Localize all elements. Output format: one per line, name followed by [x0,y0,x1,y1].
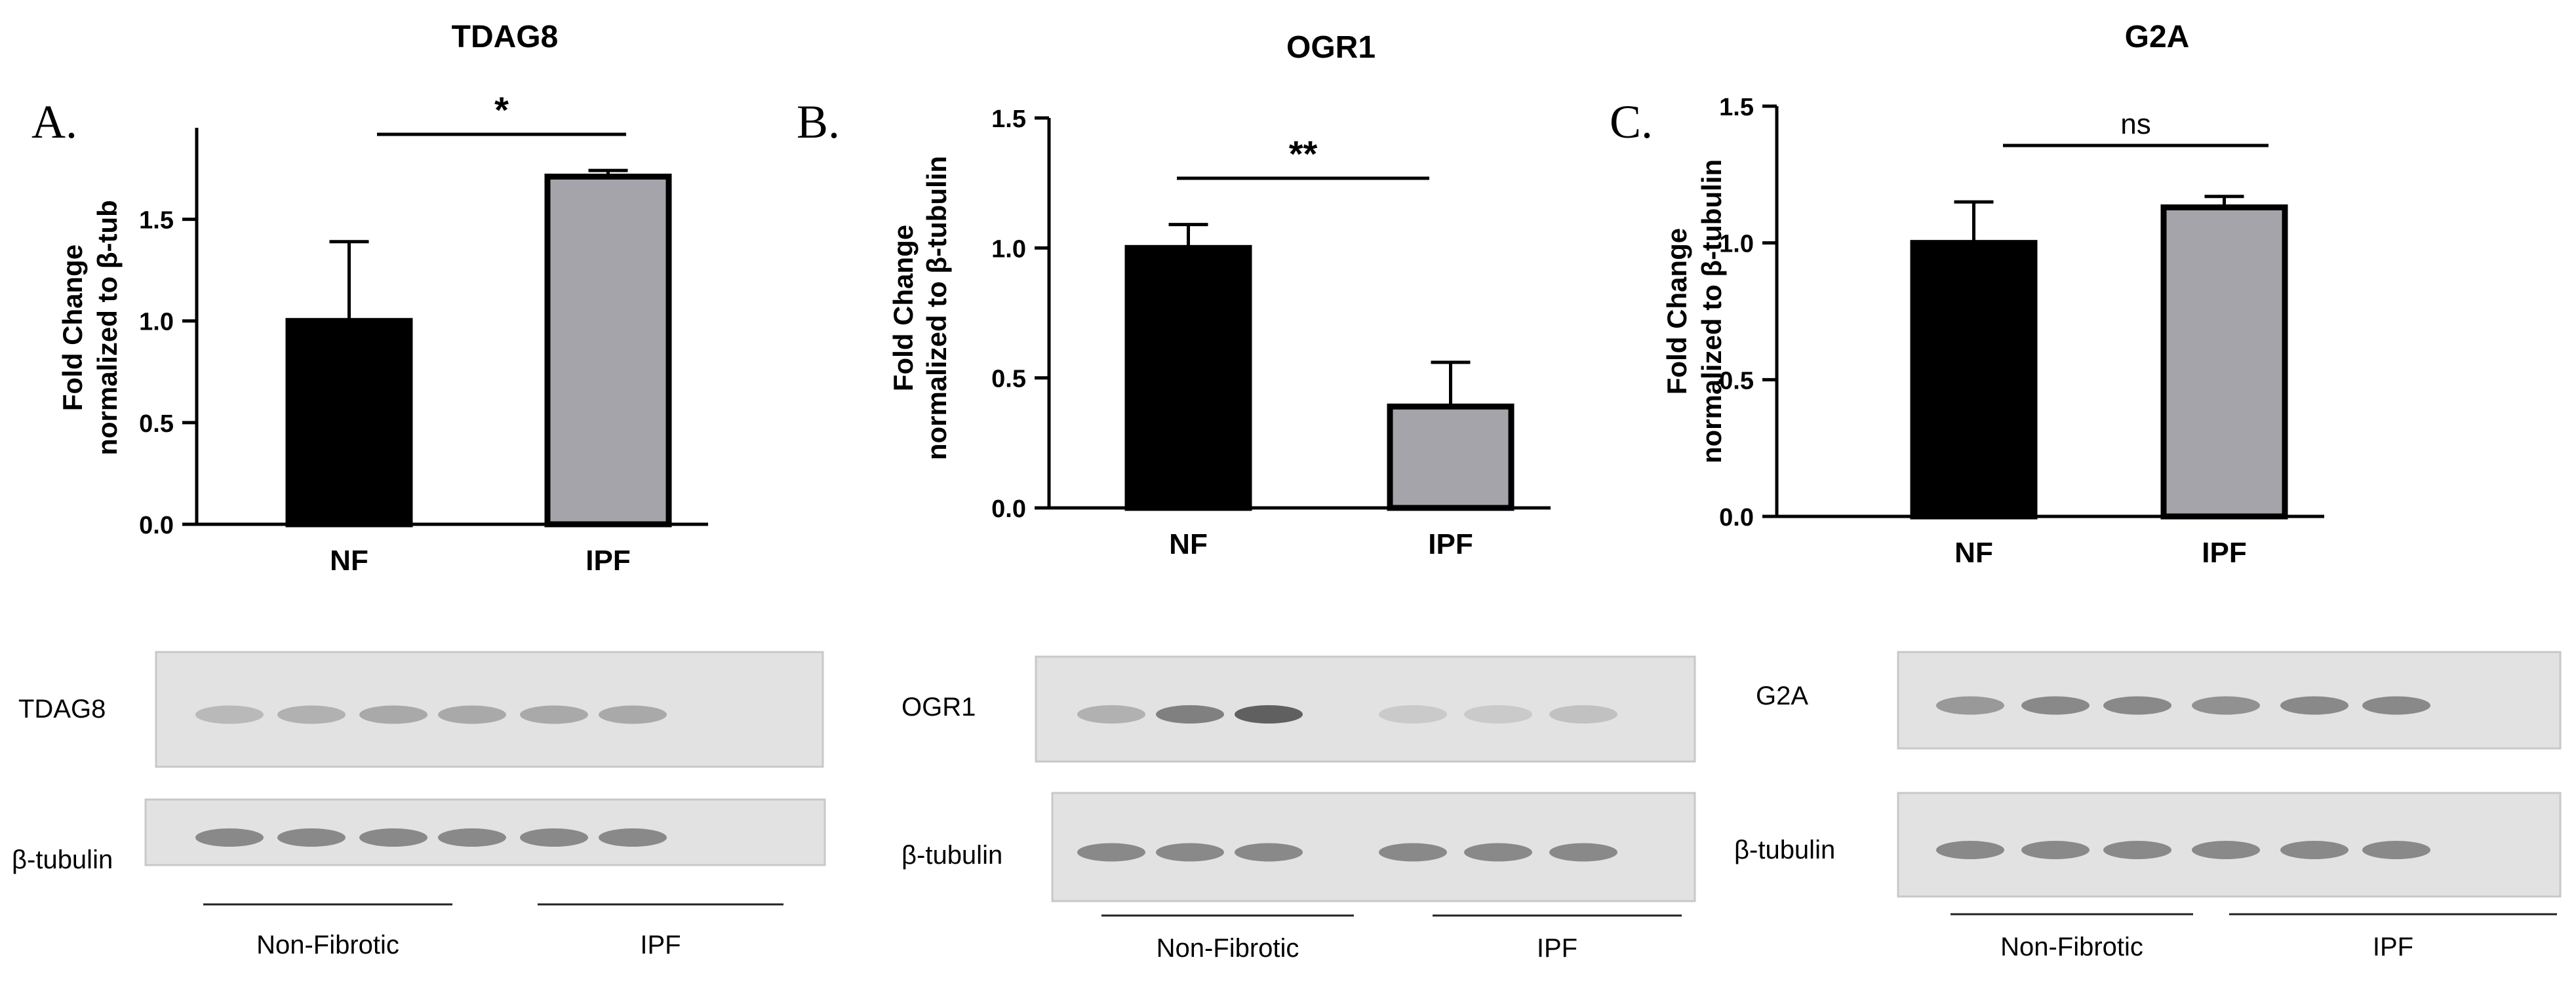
blot-band [1464,843,1532,862]
blot-band [359,705,427,724]
blot-band [1077,843,1145,862]
blot-band [2280,841,2348,859]
y-tick-label: 1.0 [991,235,1026,263]
blot-band [438,705,506,724]
blot-band [277,705,346,724]
blot-band [438,828,506,847]
blot-band [1379,843,1447,862]
significance-label: ns [2120,108,2150,140]
y-tick-label: 0.5 [991,366,1026,393]
y-tick-label: 0.5 [1719,367,1754,395]
blot-band [1936,841,2004,859]
y-axis-label-line1: Fold Change [888,225,919,391]
y-tick-label: 0.0 [991,495,1026,523]
chart-panel-3: G2A C. 0.0 0.5 1.0 1.5 Fold Change normalized t… [1610,20,2562,961]
blot-band [277,828,346,847]
blot-band [1379,705,1447,724]
blot-loading-label: β-tubulin [902,841,1002,870]
blot-band [599,828,667,847]
chart-panel-1: TDAG8 A. 0.0 0.5 1.0 1.5 Fold Change normalized… [12,20,826,959]
y-axis-label-line1: Fold Change [1661,228,1692,395]
x-tick-label: IPF [585,545,630,577]
blot-band [195,705,264,724]
x-tick-label: NF [330,545,368,577]
bar-ipf [1387,403,1515,511]
group-label: IPF [640,931,681,959]
blot-band [2103,696,2171,715]
blot-loading-label: β-tubulin [12,845,113,874]
blot-band [520,705,588,724]
x-tick-label: IPF [1428,528,1473,560]
blot-band [1549,843,1617,862]
panel-letter: B. [797,96,840,148]
x-tick-label: NF [1169,528,1208,560]
group-label: IPF [1537,934,1577,963]
x-tick-label: NF [1954,537,1993,569]
blot-band [1549,705,1617,724]
protein-blot-strip [155,651,824,768]
bar-ipf [2160,204,2288,520]
y-tick-label: 0.0 [139,512,174,539]
blot-band [520,828,588,847]
y-axis-label-line1: Fold Change [57,244,88,411]
y-tick-label: 1.5 [1719,94,1754,121]
y-tick-label: 0.0 [1719,504,1754,531]
significance-label: * [494,89,509,130]
bar-nf [1124,244,1252,511]
y-tick-label: 0.5 [139,410,174,438]
y-tick-label: 1.0 [1719,231,1754,258]
group-label: IPF [2373,933,2413,961]
y-axis-label-line2: normalized to β-tub [92,200,123,455]
blot-band [1156,705,1224,724]
group-label: Non-Fibrotic [256,931,399,959]
blot-band [2362,841,2430,859]
significance-label: ** [1289,133,1318,174]
blot-band [2021,841,2090,859]
blot-band [1235,705,1303,724]
chart-title: OGR1 [1286,30,1376,65]
blot-protein-label: OGR1 [902,693,976,722]
blot-band [359,828,427,847]
blot-band [2192,696,2260,715]
blot-band [2192,841,2260,859]
blot-band [1156,843,1224,862]
blot-protein-label: G2A [1756,682,1808,710]
x-tick-label: IPF [2202,537,2246,569]
chart-title: G2A [2125,20,2190,54]
group-label: Non-Fibrotic [1157,934,1299,963]
blot-band [2280,696,2348,715]
y-tick-label: 1.5 [991,106,1026,133]
bar-ipf [544,173,672,528]
blot-band [1464,705,1532,724]
blot-band [2103,841,2171,859]
bar-nf [285,318,413,528]
y-tick-label: 1.5 [139,207,174,235]
group-label: Non-Fibrotic [2000,933,2143,961]
y-axis-label-line2: normalized to β-tubulin [1696,159,1727,463]
y-axis-label-line2: normalized to β-tubulin [921,156,952,460]
blot-band [1235,843,1303,862]
blot-band [1077,705,1145,724]
panel-letter: C. [1610,96,1653,148]
blot-band [1936,696,2004,715]
blot-loading-label: β-tubulin [1734,836,1835,864]
blot-protein-label: TDAG8 [18,695,106,724]
blot-band [599,705,667,724]
y-tick-label: 1.0 [139,309,174,336]
panel-letter: A. [31,96,77,148]
chart-title: TDAG8 [452,20,559,54]
bar-nf [1910,240,2038,520]
blot-band [2362,696,2430,715]
blot-band [195,828,264,847]
blot-band [2021,696,2090,715]
protein-blot-strip [1035,655,1696,763]
